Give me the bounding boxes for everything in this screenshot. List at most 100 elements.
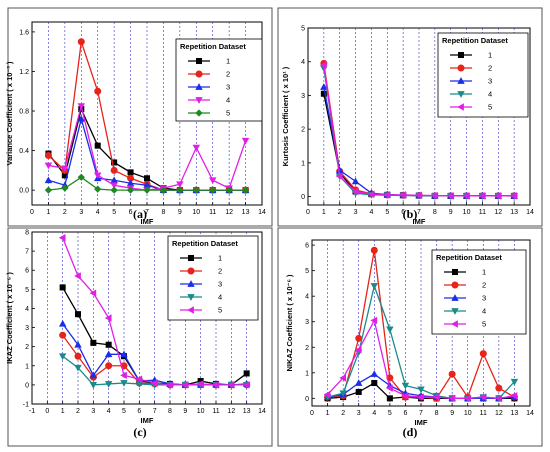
y-axis-title: Variance Coefficient ( x 10⁻³ ) [5, 61, 14, 165]
data-point [320, 90, 327, 97]
data-point [209, 177, 217, 185]
data-point [510, 378, 519, 386]
data-point [74, 272, 81, 280]
x-tick-label: 9 [178, 209, 182, 216]
data-point [77, 115, 85, 122]
x-tick-label: 8 [161, 209, 165, 216]
data-point [77, 103, 85, 110]
y-tick-label: 7 [25, 249, 29, 256]
panel-label: (b) [403, 207, 418, 221]
data-point [339, 390, 347, 398]
data-point [89, 371, 98, 379]
legend-entry: 5 [482, 320, 486, 329]
legend-entry: 2 [218, 267, 222, 276]
data-point [370, 283, 378, 290]
x-tick-label: 13 [242, 209, 250, 216]
y-tick-label: 0.8 [19, 109, 29, 116]
data-point [74, 311, 82, 318]
data-point [510, 192, 518, 200]
data-point [159, 186, 168, 194]
legend: Repetition Dataset 1 2 3 4 5 [167, 235, 259, 321]
x-tick-label: 14 [526, 410, 534, 417]
y-tick-label: 4 [301, 59, 305, 66]
x-tick-label: 14 [258, 209, 266, 216]
data-point [323, 390, 331, 399]
legend-marker [451, 281, 459, 289]
data-point [355, 379, 363, 386]
data-point [371, 379, 378, 387]
legend-marker [195, 57, 203, 65]
y-tick-label: 8 [25, 230, 29, 237]
y-tick-label: 5 [301, 26, 305, 33]
x-tick-label: 10 [192, 209, 200, 216]
x-tick-label: 7 [153, 408, 157, 415]
data-point [110, 186, 118, 194]
x-tick-label: 14 [258, 408, 266, 415]
legend: Repetition Dataset 1 2 3 4 5 [175, 38, 263, 122]
y-tick-label: 1 [305, 370, 309, 377]
data-point [370, 316, 378, 325]
x-tick-label: 9 [450, 410, 454, 417]
x-tick-label: 12 [227, 408, 235, 415]
legend-entry: 3 [482, 294, 486, 303]
data-point [401, 392, 409, 400]
y-tick-label: 0.0 [19, 188, 29, 195]
x-tick-label: 0 [30, 209, 34, 216]
data-point [401, 382, 410, 390]
data-point [94, 185, 102, 193]
y-tick-label: 4 [25, 306, 29, 313]
legend-marker [187, 306, 194, 314]
x-tick-label: 13 [510, 209, 518, 216]
panel-label: (a) [133, 207, 147, 221]
data-point [383, 191, 391, 199]
data-point [77, 38, 85, 46]
legend-marker [451, 320, 458, 328]
y-axis-title: Kurtosis Coefficient ( x 10¹ ) [281, 66, 290, 166]
data-point [74, 340, 82, 348]
x-tick-label: 4 [369, 209, 373, 216]
legend-entry: 4 [218, 293, 222, 302]
data-point [370, 370, 378, 377]
legend-entry: 2 [226, 70, 230, 79]
data-point [227, 381, 235, 389]
data-point [335, 172, 343, 181]
x-tick-label: 4 [96, 209, 100, 216]
data-point [111, 159, 118, 166]
y-tick-label: 0.4 [19, 148, 29, 155]
data-point [58, 234, 66, 242]
x-tick-label: 3 [79, 209, 83, 216]
x-tick-label: 11 [480, 410, 487, 417]
x-tick-label: 1 [326, 410, 330, 417]
data-point [44, 176, 53, 184]
x-axis-title: IMF [415, 418, 428, 427]
data-point [320, 61, 327, 69]
x-tick-label: 4 [372, 410, 376, 417]
data-point [462, 192, 470, 200]
data-point [104, 350, 113, 358]
x-tick-label: 8 [168, 408, 172, 415]
x-tick-label: 0 [310, 410, 314, 417]
data-point [143, 175, 151, 182]
series-5 [58, 234, 250, 389]
legend-entry: 3 [488, 77, 492, 86]
data-point [417, 393, 424, 401]
data-point [192, 144, 200, 152]
data-point [58, 319, 67, 327]
data-point [74, 352, 82, 360]
data-point [320, 83, 328, 90]
data-point [166, 381, 173, 389]
data-point [446, 192, 454, 200]
legend-title: Repetition Dataset [172, 239, 238, 248]
x-tick-label: 3 [357, 410, 361, 417]
data-point [126, 186, 135, 194]
legend-marker [187, 254, 195, 262]
y-tick-label: 5 [305, 268, 309, 275]
data-point [94, 87, 102, 95]
chart-panel-3: -1 0 1 2 3 4 5 6 7 8 9 10 11 12 13 14-1012345678IMFIKAZ… [5, 227, 273, 447]
data-point [89, 382, 98, 389]
x-tick-label: 1 [61, 408, 65, 415]
y-tick-label: 1 [25, 363, 29, 370]
x-tick-label: 11 [479, 209, 486, 216]
data-point [58, 353, 67, 361]
